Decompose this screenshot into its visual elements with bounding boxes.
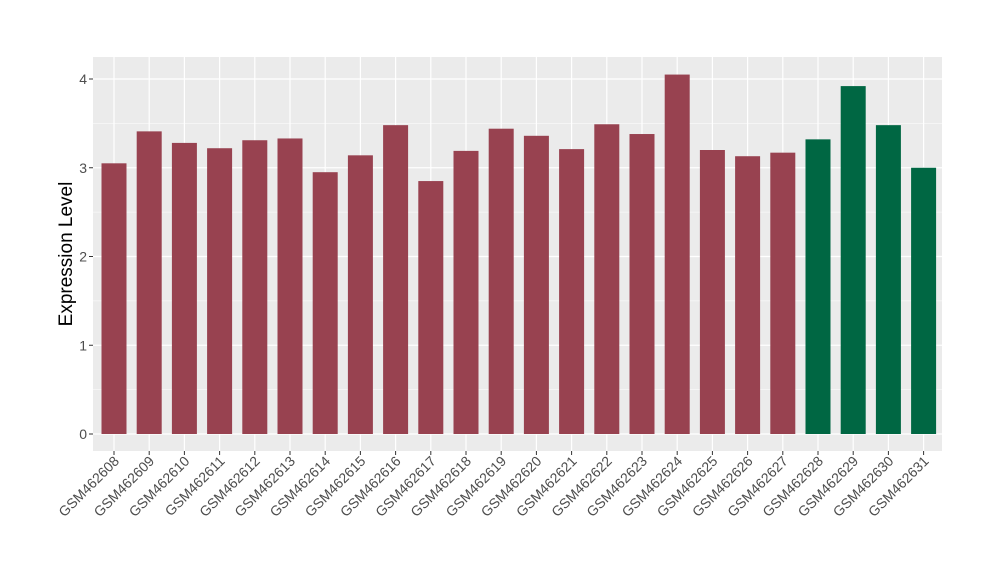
bar-GSM462626: [735, 156, 761, 434]
bar-GSM462609: [136, 131, 162, 435]
bar-GSM462631: [911, 167, 937, 434]
bar-GSM462620: [523, 135, 549, 435]
bar-GSM462621: [559, 149, 585, 435]
y-tick-label: 4: [79, 71, 87, 87]
bar-GSM462613: [277, 138, 303, 434]
bars: [101, 74, 937, 435]
bar-GSM462625: [699, 150, 725, 434]
y-tick-label: 3: [79, 160, 87, 176]
bar-GSM462619: [488, 128, 514, 434]
bar-GSM462617: [418, 181, 444, 434]
plot-panel: [93, 57, 942, 451]
y-tick-label: 0: [79, 426, 87, 442]
y-tick-label: 2: [79, 249, 87, 265]
bar-GSM462615: [347, 155, 373, 434]
bar-GSM462630: [875, 125, 901, 435]
y-tick-label: 1: [79, 337, 87, 353]
bar-GSM462611: [207, 148, 233, 434]
bar-GSM462629: [840, 86, 866, 434]
bar-GSM462618: [453, 150, 479, 434]
bar-GSM462627: [770, 152, 796, 434]
y-axis-label: Expression Level: [56, 182, 77, 327]
bar-GSM462623: [629, 134, 655, 434]
bar-GSM462614: [312, 172, 338, 434]
y-axis: 0 1 2 3 4: [79, 71, 93, 442]
bar-GSM462628: [805, 139, 831, 434]
bar-GSM462624: [664, 74, 690, 434]
bar-GSM462616: [383, 125, 409, 435]
bar-GSM462610: [171, 142, 197, 434]
bar-GSM462622: [594, 124, 620, 434]
x-axis: GSM462608GSM462609GSM462610GSM462611GSM4…: [55, 451, 932, 520]
bar-GSM462608: [101, 163, 127, 434]
bar-GSM462612: [242, 140, 268, 435]
